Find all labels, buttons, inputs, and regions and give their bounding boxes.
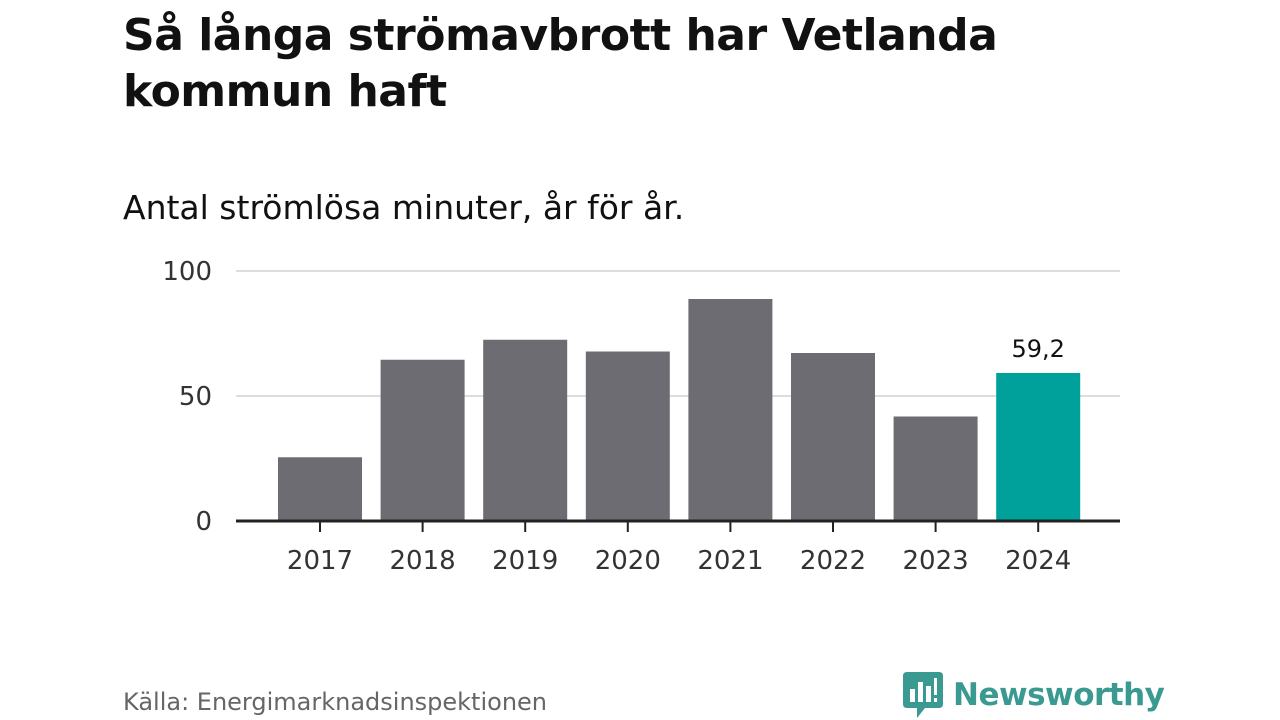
newsworthy-logo-icon — [903, 672, 943, 718]
x-tick-label-2023: 2023 — [903, 546, 969, 576]
bar-2023 — [893, 416, 978, 521]
x-tick-label-2019: 2019 — [492, 546, 558, 576]
x-tick-label-2022: 2022 — [800, 546, 866, 576]
x-tick-label-2021: 2021 — [697, 546, 763, 576]
data-label-2024: 59,2 — [1011, 335, 1064, 363]
y-axis-ticks: 0 50 100 — [162, 257, 212, 537]
brand-name: Newsworthy — [953, 677, 1165, 713]
gridlines — [236, 270, 1120, 397]
x-tick-label-2024: 2024 — [1005, 546, 1071, 576]
y-tick-label-0: 0 — [195, 507, 212, 537]
x-tick-label-2020: 2020 — [595, 546, 661, 576]
x-tick-label-2017: 2017 — [287, 546, 353, 576]
chart-title: Så långa strömavbrott har Vetlanda kommu… — [123, 10, 998, 117]
bar-2017 — [278, 457, 362, 521]
bar-2021 — [688, 299, 773, 521]
chart-subtitle: Antal strömlösa minuter, år för år. — [123, 188, 685, 227]
data-labels: 59,2 — [1011, 335, 1064, 363]
bar-2018 — [380, 359, 465, 521]
bar-2020 — [585, 351, 670, 521]
y-tick-label-100: 100 — [162, 257, 212, 287]
bar-2019 — [483, 339, 568, 521]
bar-2024 — [996, 373, 1081, 521]
x-axis-ticks: 2017 2018 2019 2020 2021 2022 2023 2024 — [287, 521, 1071, 576]
source-note: Källa: Energimarknadsinspektionen — [123, 688, 548, 716]
bar-2022 — [791, 353, 875, 521]
y-tick-label-50: 50 — [179, 382, 212, 412]
x-tick-label-2018: 2018 — [390, 546, 456, 576]
bars — [278, 299, 1081, 521]
newsworthy-logo: Newsworthy — [903, 672, 1165, 718]
